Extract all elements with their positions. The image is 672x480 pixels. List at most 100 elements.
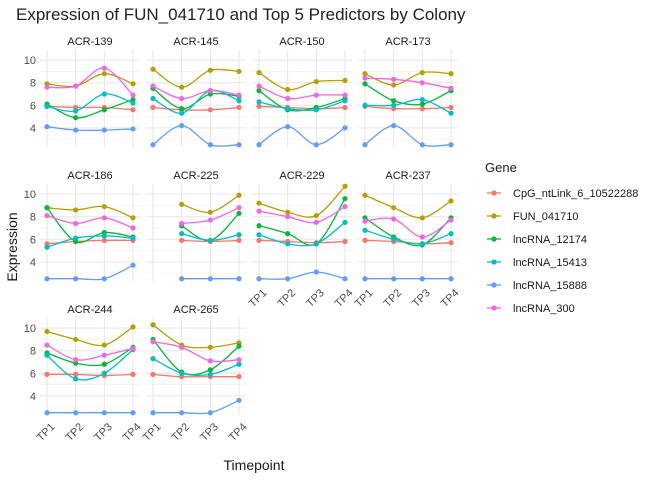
series-line-lncrna_12174: [364, 83, 452, 106]
x-tick-label: TP1: [353, 287, 376, 310]
data-point: [207, 217, 213, 223]
panel-acr-186: ACR-186 4 6 8 10: [24, 170, 140, 282]
panel-strip-label: ACR-244: [67, 304, 112, 316]
data-point: [342, 219, 348, 225]
series-line-cpg_ntlink_6_10522288: [46, 105, 134, 111]
data-point: [419, 80, 425, 86]
data-point: [150, 83, 156, 89]
data-point: [236, 397, 242, 403]
data-point: [101, 237, 107, 243]
data-point: [256, 200, 262, 206]
panel-acr-139: ACR-139 4 6 8 10: [24, 36, 140, 147]
y-tick-label: 8: [30, 78, 36, 90]
data-point: [207, 209, 213, 215]
x-tick-label: TP3: [198, 421, 221, 444]
data-point: [342, 98, 348, 104]
data-point: [101, 370, 107, 376]
series-line-fun_041710: [46, 326, 134, 347]
legend-item-lncrna_15888: lncRNA_15888: [487, 280, 587, 292]
data-point: [362, 227, 368, 233]
legend-label: lncRNA_15413: [513, 257, 587, 269]
series-line-lncrna_15888: [152, 124, 240, 147]
panel-strip-label: ACR-265: [173, 304, 218, 316]
data-point: [179, 201, 185, 207]
data-point: [179, 344, 185, 350]
data-point: [448, 217, 454, 223]
data-point: [101, 91, 107, 97]
y-tick-label: 8: [30, 212, 36, 224]
data-point: [73, 336, 79, 343]
data-point: [448, 104, 454, 111]
data-point: [236, 357, 242, 363]
y-tick-label: 10: [24, 55, 36, 67]
data-point: [73, 127, 79, 133]
series-line-lncrna_15888: [46, 126, 134, 132]
data-point: [150, 322, 156, 328]
data-point: [150, 95, 156, 102]
series-line-lncrna_15888: [258, 126, 346, 146]
panel-acr-244: ACR-244 4 6 8 10 TP1 TP2 TP3 TP4: [24, 304, 144, 444]
x-tick-label: TP2: [63, 421, 86, 444]
data-point: [101, 65, 107, 71]
data-point: [179, 122, 185, 129]
series-line-fun_041710: [258, 185, 346, 218]
data-point: [236, 98, 242, 104]
data-point: [419, 142, 425, 148]
x-tick-label: TP1: [247, 287, 270, 310]
data-point: [73, 108, 79, 114]
series-line-lncrna_300: [46, 67, 134, 96]
series-line-lncrna_300: [152, 341, 240, 363]
data-point: [44, 371, 50, 377]
legend-key-point: [491, 236, 497, 242]
data-point: [391, 102, 397, 108]
data-point: [73, 115, 79, 121]
series-line-lncrna_300: [364, 77, 452, 89]
data-point: [101, 276, 107, 282]
data-point: [73, 410, 79, 416]
series-line-fun_041710: [364, 194, 452, 219]
legend-item-cpg_ntlink_6_10522288: CpG_ntLink_6_10522288: [487, 188, 638, 200]
data-point: [44, 124, 50, 130]
data-point: [236, 142, 242, 148]
data-point: [256, 208, 262, 214]
series-line-lncrna_15413: [152, 89, 240, 114]
data-point: [73, 357, 79, 363]
data-point: [391, 76, 397, 82]
data-point: [73, 220, 79, 227]
data-point: [236, 104, 242, 111]
data-point: [256, 88, 262, 94]
data-point: [236, 276, 242, 282]
data-point: [179, 220, 185, 227]
data-point: [130, 410, 136, 416]
legend-key-point: [491, 259, 497, 265]
chart-title: Expression of FUN_041710 and Top 5 Predi…: [16, 5, 466, 24]
legend-key-point: [491, 213, 497, 219]
data-point: [419, 101, 425, 107]
series-line-fun_041710: [258, 72, 346, 91]
data-point: [44, 205, 50, 211]
data-point: [101, 361, 107, 367]
data-point: [150, 339, 156, 345]
data-point: [313, 107, 319, 113]
data-point: [236, 92, 242, 98]
data-point: [207, 358, 213, 364]
data-point: [285, 214, 291, 220]
data-point: [419, 234, 425, 240]
series-line-lncrna_15413: [152, 358, 240, 377]
legend: Gene CpG_ntLink_6_10522288 FUN_041710 lncR…: [485, 160, 638, 315]
data-point: [150, 356, 156, 362]
data-point: [101, 127, 107, 133]
data-point: [285, 86, 291, 93]
data-point: [362, 102, 368, 108]
data-point: [207, 367, 213, 373]
series-line-lncrna_12174: [46, 98, 134, 119]
data-point: [130, 324, 136, 330]
data-point: [256, 237, 262, 243]
data-point: [313, 92, 319, 98]
data-point: [419, 97, 425, 103]
data-point: [313, 212, 319, 219]
y-tick-label: 6: [30, 234, 36, 246]
data-point: [285, 231, 291, 237]
data-point: [256, 142, 262, 148]
data-point: [342, 104, 348, 111]
